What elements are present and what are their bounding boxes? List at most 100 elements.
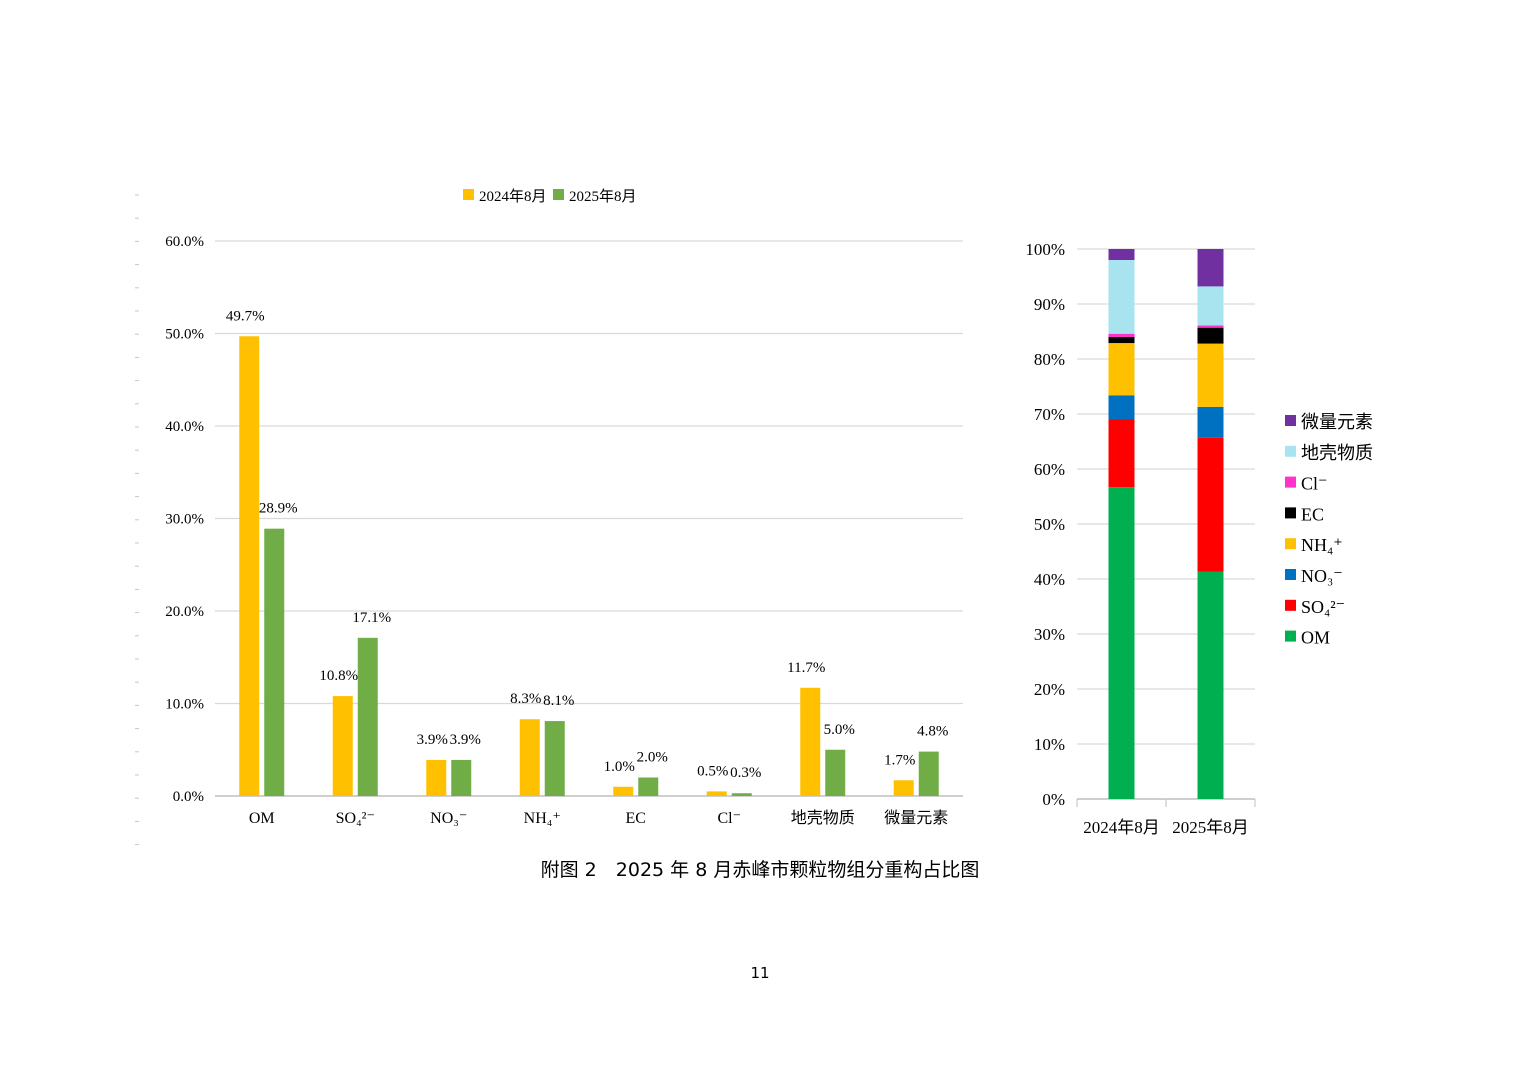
legend-swatch-2: [1285, 415, 1296, 426]
y-tick-label: 20.0%: [165, 604, 204, 620]
stacked-segment: [1108, 337, 1135, 344]
legend-label-2: Cl⁻: [1301, 474, 1328, 494]
y-tick-label: 60.0%: [165, 234, 204, 250]
bar: [239, 336, 260, 796]
legend-label-2: NO₃⁻: [1301, 566, 1343, 586]
stacked-segment: [1197, 249, 1224, 287]
stacked-segment: [1197, 325, 1224, 328]
legend-swatch-2: [1285, 569, 1296, 580]
y-tick-label-2: 30%: [1034, 625, 1065, 644]
bar: [893, 780, 914, 796]
data-label: 5.0%: [824, 722, 855, 738]
data-label: 0.3%: [730, 765, 761, 781]
legend-swatch-2: [1285, 630, 1296, 642]
y-tick-label: 10.0%: [165, 697, 204, 713]
legend-label: 2025年8月: [569, 188, 637, 205]
x-tick-label: Cl⁻: [717, 810, 741, 827]
y-tick-label-2: 60%: [1034, 460, 1065, 479]
bar: [706, 791, 727, 796]
data-label: 17.1%: [352, 610, 391, 626]
y-tick-label-2: 50%: [1034, 515, 1065, 534]
stacked-segment: [1197, 406, 1224, 438]
legend-label-2: EC: [1301, 504, 1324, 524]
y-tick-label: 50.0%: [165, 327, 204, 343]
x-tick-label: NO₃⁻: [430, 810, 467, 827]
y-tick-label: 30.0%: [165, 512, 204, 528]
stacked-segment: [1108, 333, 1135, 337]
x-tick-label: NH₄⁺: [524, 810, 561, 827]
stacked-segment: [1197, 571, 1224, 799]
stacked-segment: [1108, 249, 1135, 260]
legend-label-2: NH₄⁺: [1301, 535, 1343, 555]
legend-swatch-2: [1285, 445, 1296, 457]
legend-swatch-2: [1285, 507, 1296, 519]
figure-caption: 附图 2 2025 年 8 月赤峰市颗粒物组分重构占比图: [540, 859, 980, 881]
data-label: 8.1%: [543, 693, 574, 709]
stacked-segment: [1108, 395, 1135, 420]
bar: [519, 719, 540, 796]
y-tick-label: 0.0%: [173, 789, 204, 805]
legend-label-2: 微量元素: [1301, 412, 1373, 432]
data-label: 4.8%: [917, 724, 948, 740]
legend-swatch-2: [1285, 538, 1296, 550]
bar: [264, 528, 285, 796]
legend-label-2: OM: [1301, 628, 1330, 648]
bar: [426, 759, 447, 796]
data-label: 3.9%: [450, 732, 481, 748]
y-tick-label-2: 40%: [1034, 570, 1065, 589]
x-tick-label: 微量元素: [884, 809, 948, 827]
legend-swatch: [553, 189, 564, 200]
stacked-segment: [1108, 343, 1135, 396]
page-number: 11: [750, 964, 770, 982]
legend-label-2: SO₄²⁻: [1301, 597, 1345, 617]
x-tick-label: OM: [249, 810, 275, 827]
stacked-segment: [1197, 437, 1224, 572]
bar: [731, 793, 752, 796]
x-tick-label-2: 2024年8月: [1083, 818, 1160, 837]
data-label: 8.3%: [510, 691, 541, 707]
stacked-segment: [1197, 286, 1224, 326]
x-tick-label: 地壳物质: [791, 809, 855, 827]
y-tick-label: 40.0%: [165, 419, 204, 435]
y-tick-label-2: 70%: [1034, 405, 1065, 424]
data-label: 3.9%: [417, 732, 448, 748]
legend-label: 2024年8月: [479, 188, 547, 205]
data-label: 2.0%: [637, 750, 668, 766]
bar: [613, 786, 634, 796]
bar: [357, 637, 378, 796]
y-tick-label-2: 20%: [1034, 680, 1065, 699]
x-tick-label-2: 2025年8月: [1172, 818, 1249, 837]
stacked-segment: [1197, 327, 1224, 344]
stacked-segment: [1108, 419, 1135, 488]
x-tick-label: EC: [626, 810, 646, 827]
legend-swatch: [463, 189, 474, 200]
data-label: 11.7%: [787, 660, 825, 676]
bar: [825, 749, 846, 796]
data-label: 28.9%: [259, 501, 298, 517]
data-label: 49.7%: [226, 308, 265, 324]
y-tick-label-2: 0%: [1042, 790, 1065, 809]
data-label: 0.5%: [697, 763, 728, 779]
y-tick-label-2: 10%: [1034, 735, 1065, 754]
data-label: 1.0%: [604, 759, 635, 775]
stacked-segment: [1108, 260, 1135, 334]
bar: [544, 721, 565, 796]
bar: [332, 696, 353, 796]
bar: [800, 687, 821, 796]
bar: [918, 751, 939, 796]
y-tick-label-2: 100%: [1025, 240, 1065, 259]
bar: [638, 777, 659, 796]
data-label: 10.8%: [319, 668, 358, 684]
stacked-segment: [1197, 343, 1224, 407]
x-tick-label: SO₄²⁻: [336, 810, 375, 827]
y-tick-label-2: 90%: [1034, 295, 1065, 314]
legend-label-2: 地壳物质: [1301, 443, 1373, 463]
bar: [451, 759, 472, 796]
legend-swatch-2: [1285, 476, 1296, 488]
stacked-segment: [1108, 487, 1135, 799]
data-label: 1.7%: [884, 752, 915, 768]
y-tick-label-2: 80%: [1034, 350, 1065, 369]
legend-swatch-2: [1285, 599, 1296, 611]
